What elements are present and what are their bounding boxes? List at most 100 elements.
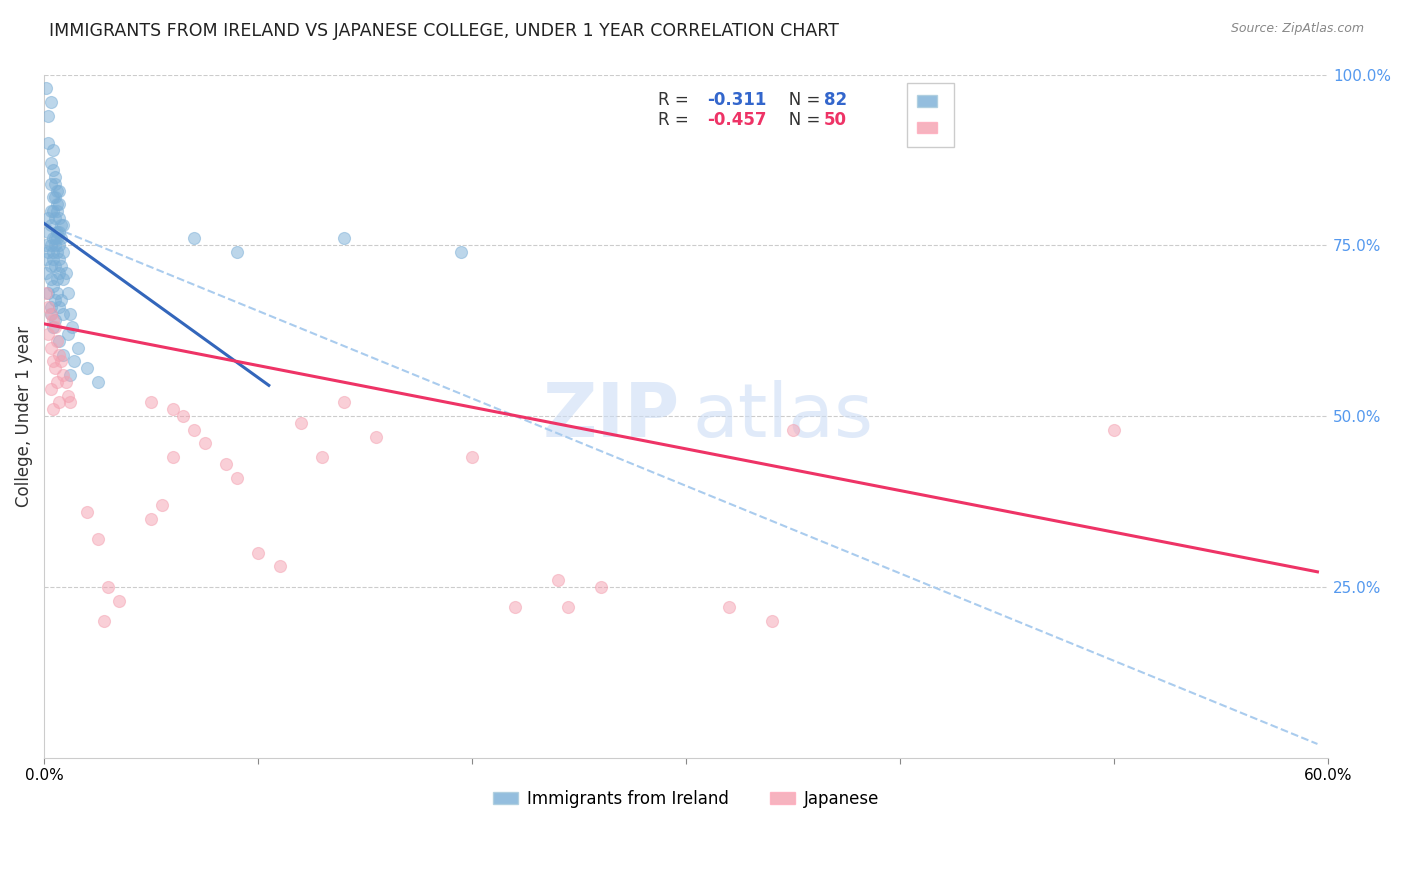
Point bbox=[67, 341, 90, 355]
Point bbox=[46, 245, 69, 260]
Point bbox=[48, 184, 70, 198]
Point bbox=[52, 307, 75, 321]
Point bbox=[46, 184, 69, 198]
Point bbox=[215, 457, 238, 471]
Point bbox=[183, 231, 205, 245]
Point bbox=[51, 354, 73, 368]
Point bbox=[162, 450, 184, 464]
Point bbox=[97, 580, 120, 594]
Text: 50: 50 bbox=[824, 111, 846, 128]
Point bbox=[56, 388, 79, 402]
Point bbox=[48, 334, 70, 348]
Point bbox=[41, 245, 63, 260]
Point bbox=[48, 395, 70, 409]
Point bbox=[63, 354, 86, 368]
Point bbox=[46, 204, 69, 219]
Point bbox=[52, 218, 75, 232]
Point bbox=[48, 266, 70, 280]
Text: R =: R = bbox=[658, 92, 699, 110]
Point bbox=[55, 375, 77, 389]
Point bbox=[761, 614, 783, 628]
Point bbox=[39, 300, 62, 314]
Point bbox=[557, 600, 579, 615]
Point bbox=[41, 354, 63, 368]
Point bbox=[37, 327, 59, 342]
Point bbox=[44, 361, 66, 376]
Point bbox=[46, 286, 69, 301]
Point bbox=[41, 320, 63, 334]
Point bbox=[39, 238, 62, 252]
Point bbox=[108, 593, 131, 607]
Point bbox=[39, 307, 62, 321]
Point bbox=[39, 259, 62, 273]
Legend: Immigrants from Ireland, Japanese: Immigrants from Ireland, Japanese bbox=[486, 783, 886, 814]
Point bbox=[39, 156, 62, 170]
Point bbox=[51, 218, 73, 232]
Point bbox=[290, 416, 312, 430]
Point bbox=[44, 320, 66, 334]
Point bbox=[332, 231, 354, 245]
Point bbox=[52, 272, 75, 286]
Point bbox=[76, 361, 98, 376]
Point bbox=[48, 197, 70, 211]
Point bbox=[269, 559, 291, 574]
Point bbox=[52, 368, 75, 383]
Point bbox=[41, 252, 63, 266]
Point bbox=[55, 266, 77, 280]
Point bbox=[311, 450, 333, 464]
Point bbox=[139, 395, 162, 409]
Point bbox=[39, 177, 62, 191]
Point bbox=[41, 204, 63, 219]
Point bbox=[41, 313, 63, 327]
Point bbox=[46, 225, 69, 239]
Point bbox=[41, 143, 63, 157]
Point bbox=[37, 136, 59, 150]
Point bbox=[450, 245, 472, 260]
Point bbox=[547, 573, 569, 587]
Point bbox=[46, 375, 69, 389]
Point bbox=[86, 375, 108, 389]
Point bbox=[225, 245, 247, 260]
Text: Source: ZipAtlas.com: Source: ZipAtlas.com bbox=[1230, 22, 1364, 36]
Point bbox=[39, 307, 62, 321]
Text: R =: R = bbox=[658, 111, 695, 128]
Point bbox=[93, 614, 115, 628]
Point bbox=[39, 204, 62, 219]
Point bbox=[76, 505, 98, 519]
Point bbox=[56, 286, 79, 301]
Point bbox=[59, 307, 82, 321]
Point bbox=[48, 211, 70, 225]
Point bbox=[35, 286, 58, 301]
Point bbox=[194, 436, 217, 450]
Point bbox=[41, 231, 63, 245]
Point bbox=[37, 286, 59, 301]
Point bbox=[35, 252, 58, 266]
Point bbox=[59, 368, 82, 383]
Point bbox=[364, 429, 387, 443]
Point bbox=[37, 225, 59, 239]
Point bbox=[51, 259, 73, 273]
Point bbox=[52, 245, 75, 260]
Point bbox=[48, 225, 70, 239]
Point bbox=[59, 395, 82, 409]
Point bbox=[41, 163, 63, 178]
Point bbox=[39, 341, 62, 355]
Point bbox=[46, 231, 69, 245]
Point bbox=[39, 382, 62, 396]
Point bbox=[247, 546, 270, 560]
Point bbox=[39, 218, 62, 232]
Point bbox=[52, 348, 75, 362]
Text: -0.311: -0.311 bbox=[707, 92, 766, 110]
Point bbox=[86, 532, 108, 546]
Point bbox=[48, 238, 70, 252]
Point bbox=[37, 300, 59, 314]
Text: N =: N = bbox=[773, 92, 827, 110]
Point bbox=[183, 423, 205, 437]
Point bbox=[503, 600, 526, 615]
Point bbox=[60, 320, 83, 334]
Point bbox=[41, 190, 63, 204]
Point bbox=[1102, 423, 1125, 437]
Point bbox=[39, 272, 62, 286]
Point bbox=[37, 108, 59, 122]
Point bbox=[150, 498, 173, 512]
